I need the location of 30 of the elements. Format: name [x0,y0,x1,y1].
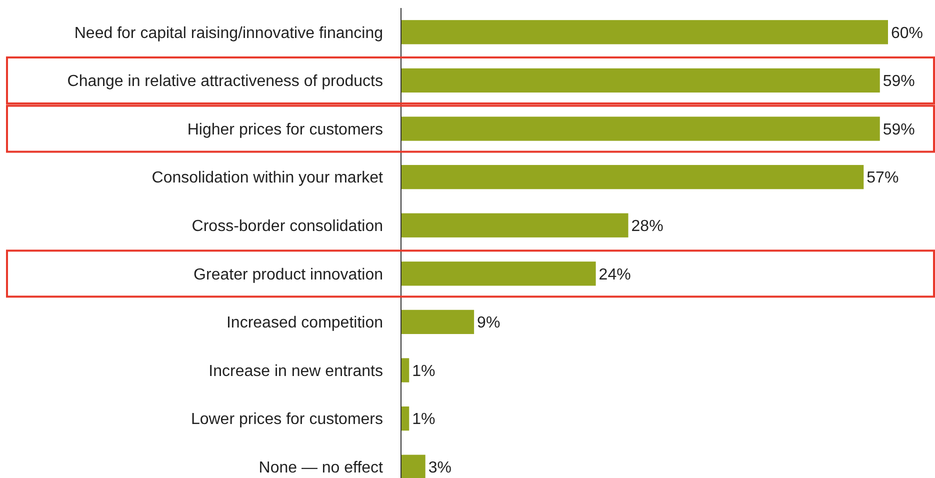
data-label: 3% [428,459,452,476]
bar [401,213,628,238]
y-tick-label: None — no effect [258,459,384,476]
y-tick-label: Lower prices for customers [190,411,383,428]
bar [401,20,888,44]
bar [401,454,426,478]
bar [401,310,474,334]
data-label: 59% [882,121,915,138]
y-tick-label: Increased competition [226,314,383,332]
data-label: 57% [866,170,899,187]
data-label: 60% [891,24,924,42]
bar [401,68,880,93]
y-tick-label: Higher prices for customers [187,121,383,138]
data-label: 59% [882,73,915,90]
y-tick-label: Increase in new entrants [208,362,383,380]
y-tick-label: Greater product innovation [194,266,383,284]
data-label: 24% [598,266,631,284]
bar [401,262,596,286]
data-label: 28% [631,218,664,235]
bar [401,406,410,431]
y-tick-label: Consolidation within your market [152,170,384,187]
bar [401,164,864,190]
y-tick-label: Need for capital raising/innovative financing [74,24,383,42]
y-tick-label: Change in relative attractiveness of products [67,73,383,90]
bar [401,116,880,141]
y-tick-label: Cross-border consolidation [192,218,383,235]
data-label: 9% [477,314,500,332]
bar [401,358,410,382]
data-label: 1% [412,411,436,428]
data-label: 1% [412,362,436,380]
